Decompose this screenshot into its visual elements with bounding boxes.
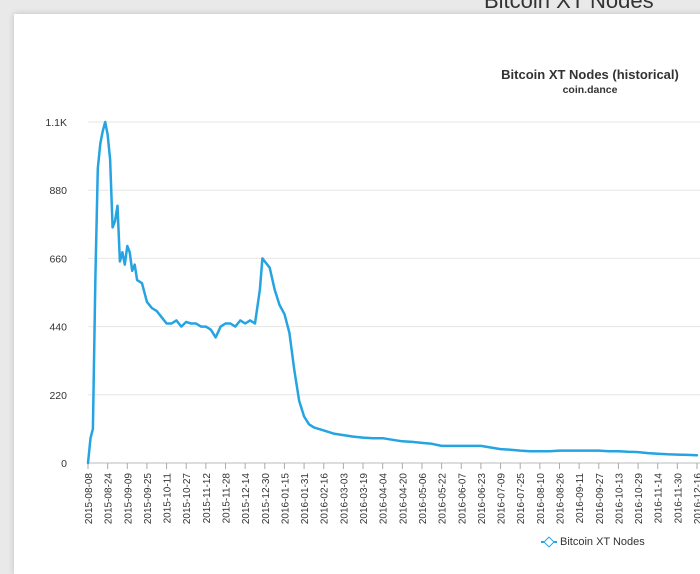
x-tick-label: 2016-04-20 xyxy=(398,473,409,525)
x-tick-label: 2016-06-07 xyxy=(457,473,468,525)
y-tick-label: 880 xyxy=(49,185,67,197)
x-tick-label: 2015-10-11 xyxy=(163,473,174,524)
x-tick-label: 2016-04-04 xyxy=(379,473,390,525)
x-tick-label: 2016-05-06 xyxy=(418,473,429,525)
chart-subtitle: coin.dance xyxy=(563,84,618,96)
page-heading: Bitcoin XT Nodes xyxy=(484,0,654,13)
x-tick-label: 2015-08-24 xyxy=(104,473,115,525)
x-axis: 2015-08-08 2015-08-24 2015-09-09 2015-09-25… xyxy=(84,463,700,524)
x-tick-label: 2016-08-26 xyxy=(555,473,566,525)
x-tick-label: 2016-06-23 xyxy=(477,473,488,525)
x-tick-label: 2016-11-14 xyxy=(654,473,665,524)
x-tick-label: 2016-02-16 xyxy=(320,473,331,525)
chart-title: Bitcoin XT Nodes (historical) xyxy=(501,67,679,82)
x-tick-label: 2015-11-12 xyxy=(202,473,213,524)
x-tick-label: 2016-03-03 xyxy=(339,473,350,525)
x-tick-label: 2016-08-10 xyxy=(536,473,547,525)
x-tick-label: 2016-01-31 xyxy=(300,473,311,525)
x-tick-label: 2016-12-16 xyxy=(693,473,700,525)
legend-series-marker-icon xyxy=(541,537,557,547)
x-tick-label: 2016-10-29 xyxy=(634,473,645,525)
x-tick-label: 2016-05-22 xyxy=(438,473,449,525)
x-tick-label: 2016-10-13 xyxy=(614,473,625,525)
x-tick-label: 2015-12-14 xyxy=(241,473,252,525)
x-tick-label: 2015-09-09 xyxy=(123,473,134,525)
series-line xyxy=(86,120,699,465)
chart-card xyxy=(14,14,700,574)
y-tick-label: 1.1K xyxy=(45,117,67,129)
gridlines xyxy=(88,121,700,464)
legend[interactable]: Bitcoin XT Nodes xyxy=(541,536,645,548)
y-tick-label: 440 xyxy=(49,322,67,334)
x-tick-label: 2015-08-08 xyxy=(84,473,95,525)
x-tick-label: 2016-09-11 xyxy=(575,473,586,524)
x-tick-label: 2016-01-15 xyxy=(280,473,291,525)
y-tick-label: 660 xyxy=(49,253,67,265)
y-tick-label: 0 xyxy=(61,458,67,470)
y-axis: 0 220 440 660 880 1.1K xyxy=(45,117,67,470)
plot-area xyxy=(86,120,699,465)
x-tick-label: 2015-12-30 xyxy=(261,473,272,525)
x-tick-label: 2015-09-25 xyxy=(143,473,154,525)
x-tick-label: 2016-07-25 xyxy=(516,473,527,525)
x-tick-label: 2015-11-28 xyxy=(222,473,233,524)
y-tick-label: 220 xyxy=(49,390,67,402)
x-tick-label: 2016-07-09 xyxy=(497,473,508,525)
x-tick-label: 2016-03-19 xyxy=(359,473,370,525)
x-tick-label: 2016-09-27 xyxy=(595,473,606,525)
x-tick-label: 2015-10-27 xyxy=(182,473,193,525)
x-tick-label: 2016-11-30 xyxy=(673,473,684,524)
legend-series-label: Bitcoin XT Nodes xyxy=(560,536,645,548)
